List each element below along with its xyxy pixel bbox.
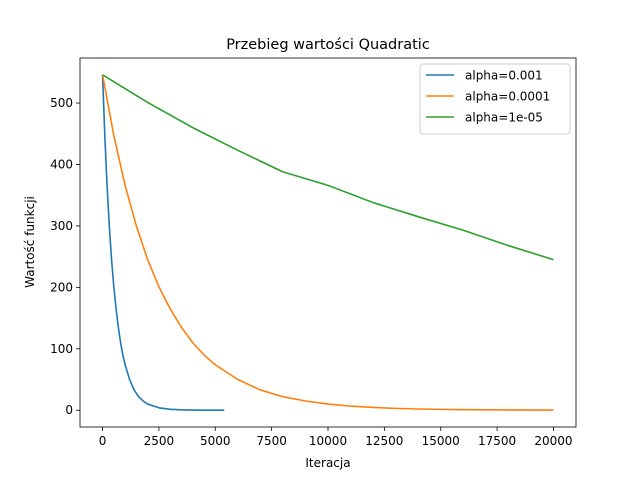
legend-box [419, 63, 571, 135]
y-tick-label: 300 [50, 219, 73, 233]
y-tick-label: 200 [50, 280, 73, 294]
series-line-2 [102, 74, 554, 261]
x-tick-label: 5000 [200, 434, 231, 448]
y-tick-label: 400 [50, 157, 73, 171]
legend-label-0: alpha=0.001 [465, 69, 543, 83]
y-tick-label: 0 [65, 403, 73, 417]
x-axis: 0 2500 5000 7500 10000 12500 15000 17500 20000 [99, 427, 573, 448]
x-tick-label: 7500 [256, 434, 287, 448]
series-line-0 [101, 74, 225, 412]
y-tick-label: 100 [50, 342, 73, 356]
legend-label-2: alpha=1e-05 [465, 111, 543, 125]
x-tick-label: 15000 [422, 434, 460, 448]
y-axis-label: Wartość funkcji [23, 196, 37, 288]
plot-lines [101, 74, 554, 412]
x-tick-label: 17500 [478, 434, 516, 448]
legend: alpha=0.001 alpha=0.0001 alpha=1e-05 [419, 63, 571, 135]
y-axis: 0 100 200 300 400 500 [50, 96, 80, 417]
series-line-1 [101, 74, 554, 411]
x-tick-label: 10000 [309, 434, 347, 448]
y-tick-label: 500 [50, 96, 73, 110]
x-axis-label: Iteracja [305, 456, 350, 470]
legend-label-1: alpha=0.0001 [465, 90, 550, 104]
x-tick-label: 12500 [365, 434, 403, 448]
x-tick-label: 20000 [534, 434, 572, 448]
chart-title: Przebieg wartości Quadratic [226, 37, 430, 53]
x-tick-label: 2500 [144, 434, 175, 448]
x-tick-label: 0 [99, 434, 107, 448]
